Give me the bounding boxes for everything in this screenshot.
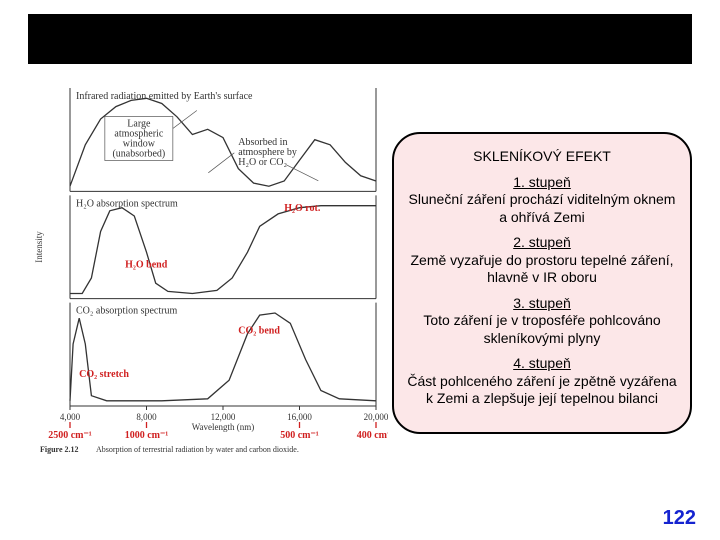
stage-title: 3. stupeň [406,295,678,313]
svg-text:400 cm⁻¹: 400 cm⁻¹ [357,430,388,441]
page-number: 122 [663,507,696,530]
callout-heading: SKLENÍKOVÝ EFEKT [406,148,678,166]
svg-text:500 cm⁻¹: 500 cm⁻¹ [280,430,319,441]
svg-text:H₂O bend: H₂O bend [125,260,168,271]
absorption-chart: Intensity Infrared radiation emitted by E… [28,82,388,462]
svg-text:H₂O rot.: H₂O rot. [284,203,321,214]
stage-text: Toto záření je v troposféře pohlcováno s… [406,312,678,347]
svg-text:Intensity: Intensity [34,231,44,263]
svg-text:H₂O or CO₂: H₂O or CO₂ [238,157,287,168]
svg-text:4,000: 4,000 [60,412,81,422]
callout-stage: 4. stupeňČást pohlceného záření je zpětn… [406,355,678,408]
svg-text:(unabsorbed): (unabsorbed) [112,149,165,160]
greenhouse-callout: SKLENÍKOVÝ EFEKT 1. stupeňSluneční zářen… [392,132,692,434]
callout-stage: 3. stupeňToto záření je v troposféře poh… [406,295,678,348]
svg-text:2500 cm⁻¹: 2500 cm⁻¹ [48,430,92,441]
svg-text:8,000: 8,000 [136,412,157,422]
svg-text:Figure 2.12: Figure 2.12 [40,445,79,454]
stage-text: Země vyzařuje do prostoru tepelné záření… [406,252,678,287]
title-bar [28,14,692,64]
stage-text: Část pohlceného záření je zpětně vyzářen… [406,373,678,408]
stage-title: 4. stupeň [406,355,678,373]
chart-svg: Intensity Infrared radiation emitted by E… [28,82,388,462]
svg-text:CO₂ stretch: CO₂ stretch [79,369,129,380]
svg-text:20,000: 20,000 [364,412,388,422]
callout-stage: 2. stupeňZemě vyzařuje do prostoru tepel… [406,234,678,287]
stage-title: 1. stupeň [406,174,678,192]
svg-text:H₂O absorption spectrum: H₂O absorption spectrum [76,198,178,209]
svg-text:1000 cm⁻¹: 1000 cm⁻¹ [125,430,169,441]
callout-stage: 1. stupeňSluneční záření prochází vidite… [406,174,678,227]
svg-text:Absorption of terrestrial radi: Absorption of terrestrial radiation by w… [96,445,299,454]
svg-text:12,000: 12,000 [211,412,236,422]
svg-text:Infrared radiation emitted by: Infrared radiation emitted by Earth's su… [76,91,253,102]
svg-text:CO₂ bend: CO₂ bend [238,326,280,337]
content: Intensity Infrared radiation emitted by E… [28,82,692,502]
svg-text:CO₂ absorption spectrum: CO₂ absorption spectrum [76,306,177,317]
svg-text:16,000: 16,000 [287,412,312,422]
svg-text:Wavelength (nm): Wavelength (nm) [192,422,255,432]
stage-title: 2. stupeň [406,234,678,252]
stage-text: Sluneční záření prochází viditelným okne… [406,191,678,226]
